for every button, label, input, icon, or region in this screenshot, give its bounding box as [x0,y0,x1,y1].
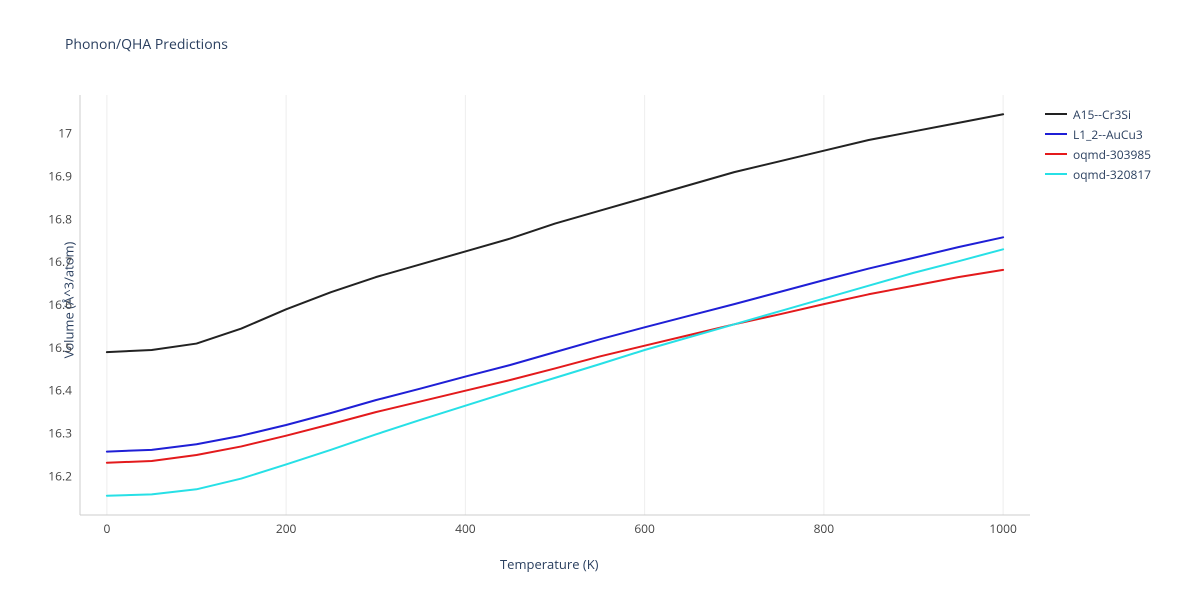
y-tick-label: 16.4 [48,382,72,399]
x-tick-label: 400 [455,520,476,537]
x-tick-label: 600 [634,520,655,537]
y-tick-label: 16.7 [48,253,72,270]
legend-swatch [1045,113,1067,115]
x-tick-label: 0 [103,520,110,537]
legend-item[interactable]: oqmd-303985 [1045,145,1151,163]
y-tick-label: 16.6 [48,296,72,313]
x-tick-label: 1000 [989,520,1017,537]
legend-label: L1_2--AuCu3 [1073,126,1143,143]
legend-item[interactable]: oqmd-320817 [1045,165,1151,183]
y-tick-label: 16.8 [48,210,72,227]
legend-item[interactable]: L1_2--AuCu3 [1045,125,1151,143]
legend-swatch [1045,173,1067,175]
legend-item[interactable]: A15--Cr3Si [1045,105,1151,123]
legend-label: oqmd-320817 [1073,166,1151,183]
legend-swatch [1045,133,1067,135]
legend-label: A15--Cr3Si [1073,106,1131,123]
legend: A15--Cr3Si L1_2--AuCu3 oqmd-303985 oqmd-320… [1045,105,1151,185]
y-tick-label: 16.2 [48,467,72,484]
x-tick-label: 200 [276,520,297,537]
chart-plot[interactable]: 0 200 400 600 800 1000 16.2 16.3 16.4 16.5 16.6 16.… [0,0,1200,600]
x-axis-label: Temperature (K) [500,555,599,573]
plot-background [80,95,1030,515]
y-tick-label: 16.9 [48,167,72,184]
y-tick-label: 17 [58,125,72,142]
chart-container: Phonon/QHA Predictions Volume (Å^3/atom)… [0,0,1200,600]
legend-swatch [1045,153,1067,155]
legend-label: oqmd-303985 [1073,146,1151,163]
y-tick-label: 16.3 [48,425,72,442]
y-tick-label: 16.5 [48,339,72,356]
x-tick-label: 800 [814,520,835,537]
